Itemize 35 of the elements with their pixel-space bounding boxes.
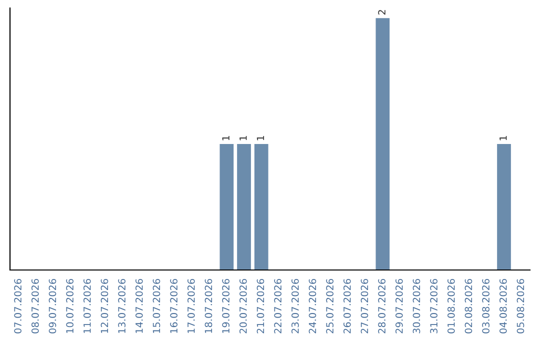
x-tick-label: 02.08.2026 [464, 278, 472, 334]
x-tick-label: 29.07.2026 [395, 278, 403, 334]
x-tick-label: 03.08.2026 [482, 278, 490, 334]
x-tick-label: 16.07.2026 [170, 278, 178, 333]
x-tick-label: 18.07.2026 [204, 278, 212, 333]
data-label: 1 [256, 136, 264, 140]
x-tick-label: 19.07.2026 [222, 278, 230, 333]
data-label: 2 [378, 10, 386, 15]
x-tick-label: 26.07.2026 [343, 278, 351, 334]
data-label: 1 [240, 136, 247, 140]
x-tick-label: 27.07.2026 [360, 278, 368, 334]
x-tick-label: 01.08.2026 [447, 278, 455, 334]
x-tick-label: 17.07.2026 [187, 278, 195, 333]
x-tick-label: 12.07.2026 [100, 278, 108, 333]
x-tick-label: 07.07.2026 [14, 278, 22, 334]
x-tick-label: 05.08.2026 [516, 278, 524, 334]
x-tick-label: 30.07.2026 [412, 278, 420, 334]
x-tick-label: 13.07.2026 [118, 278, 126, 333]
x-tick-label: 23.07.2026 [291, 278, 299, 334]
data-label: 1 [500, 136, 507, 140]
x-tick-label: 15.07.2026 [152, 278, 160, 333]
x-tick-label: 09.07.2026 [48, 278, 56, 334]
x-tick-label: 04.08.2026 [499, 278, 507, 334]
x-tick-label: 31.07.2026 [430, 278, 438, 334]
data-label: 1 [222, 136, 230, 140]
x-tick-label: 24.07.2026 [308, 278, 316, 334]
x-tick-label: 25.07.2026 [326, 278, 334, 334]
x-tick-label: 22.07.2026 [274, 278, 282, 334]
x-tick-label: 11.07.2026 [83, 278, 91, 333]
x-tick-label: 08.07.2026 [31, 278, 39, 334]
x-tick-label: 20.07.2026 [239, 278, 247, 334]
x-tick-label: 14.07.2026 [135, 278, 143, 333]
x-tick-label: 21.07.2026 [256, 278, 264, 334]
x-tick-label: 28.07.2026 [378, 278, 386, 334]
x-tick-label: 10.07.2026 [66, 278, 74, 333]
